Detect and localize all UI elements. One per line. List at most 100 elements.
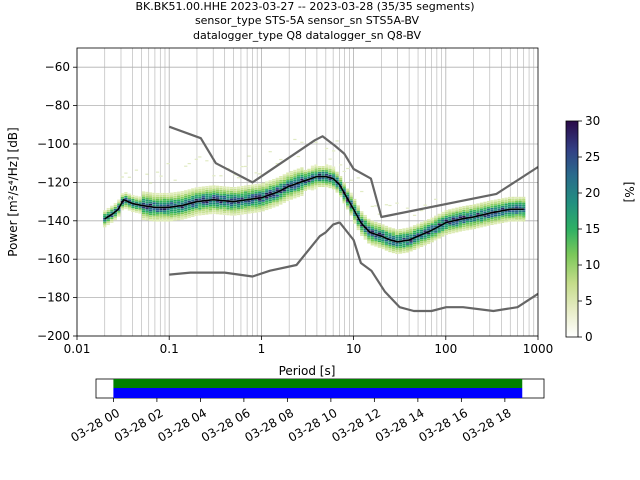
heatmap-cell (110, 205, 114, 208)
heatmap-cell (198, 213, 202, 216)
heatmap-cell (346, 201, 350, 204)
heatmap-cell (296, 172, 301, 175)
heatmap-cell (296, 183, 301, 186)
heatmap-cell (233, 198, 237, 201)
heatmap-cell (342, 197, 346, 200)
heatmap-cell (472, 221, 477, 224)
heatmap-cell (184, 195, 188, 198)
heatmap-cell (360, 234, 364, 236)
heatmap-cell (134, 197, 139, 200)
heatmap-cell (124, 197, 128, 200)
heatmap-cell (250, 194, 255, 196)
heatmap-cell (120, 204, 124, 207)
heatmap-cell (363, 220, 367, 223)
heatmap-cell (212, 189, 216, 191)
heatmap-cell (405, 245, 410, 247)
heatmap-cell (215, 201, 220, 203)
heatmap-cell (275, 200, 279, 203)
colorbar-label: [%] (622, 182, 636, 203)
heatmap-cell (265, 198, 269, 201)
heatmap-cell (490, 223, 494, 225)
heatmap-cell (427, 240, 431, 242)
heatmap-cell (441, 227, 445, 229)
heatmap-cell (469, 210, 473, 213)
heatmap-cell (342, 188, 346, 190)
heatmap-cell (331, 179, 336, 182)
heatmap-cell (374, 221, 378, 224)
heatmap-cell (124, 195, 128, 198)
heatmap-cell (191, 215, 195, 217)
heatmap-cell (391, 251, 396, 254)
heatmap-cell (307, 186, 311, 188)
heatmap-cell (423, 230, 427, 232)
y-axis: −200−180−160−140−120−100−80−60 (37, 60, 77, 343)
heatmap-cell (120, 195, 124, 197)
heatmap-cell (437, 213, 441, 216)
heatmap-cell (247, 188, 251, 191)
heatmap-cell (177, 212, 181, 215)
heatmap-cell (134, 169, 139, 171)
heatmap-cell (205, 205, 209, 207)
heatmap-cell (205, 203, 209, 206)
heatmap-cell (398, 251, 403, 254)
heatmap-cell (402, 241, 406, 244)
heatmap-cell (145, 216, 149, 219)
heatmap-cell (103, 216, 107, 218)
heatmap-cell (138, 202, 142, 204)
heatmap-cell (314, 183, 318, 186)
heatmap-cell (279, 193, 283, 196)
heatmap-cell (212, 208, 216, 211)
heatmap-cell (296, 178, 301, 180)
heatmap-cell (409, 228, 413, 231)
heatmap-cell (486, 202, 491, 205)
heatmap-cell (430, 225, 434, 227)
heatmap-cell (236, 203, 241, 206)
heatmap-cell (504, 197, 508, 200)
heatmap-cell (303, 171, 308, 174)
heatmap-cell (479, 204, 484, 207)
heatmap-cell (289, 190, 293, 192)
heatmap-cell (342, 182, 346, 185)
heatmap-cell (356, 228, 360, 231)
heatmap-cell (134, 201, 139, 204)
heatmap-cell (476, 224, 480, 227)
heatmap-cell (314, 141, 318, 143)
heatmap-cell (250, 211, 255, 214)
heatmap-cell (462, 211, 466, 214)
heatmap-cell (152, 200, 156, 203)
heatmap-cell (201, 211, 205, 214)
heatmap-cell (328, 167, 332, 169)
heatmap-cell (483, 205, 487, 208)
heatmap-cell (279, 199, 283, 201)
heatmap-cell (205, 210, 209, 213)
x-tick-label: 0.1 (160, 342, 179, 356)
heatmap-cell (286, 174, 290, 177)
heatmap-cell (289, 196, 293, 198)
heatmap-cell (381, 247, 385, 250)
heatmap-cell (409, 242, 413, 244)
heatmap-cell (279, 179, 283, 182)
heatmap-cell (451, 225, 455, 228)
heatmap-cell (391, 247, 396, 250)
heatmap-cell (448, 215, 452, 217)
heatmap-cell (254, 201, 258, 204)
heatmap-cell (170, 202, 174, 204)
heatmap-cell (434, 223, 438, 226)
heatmap-cell (170, 217, 174, 220)
heatmap-cell (205, 193, 209, 196)
heatmap-cell (409, 234, 413, 237)
heatmap-cell (508, 210, 512, 213)
heatmap-cell (152, 204, 156, 207)
heatmap-cell (191, 192, 195, 194)
heatmap-cell (356, 205, 360, 208)
heatmap-cell (155, 171, 160, 173)
y-tick-label: −100 (37, 137, 70, 151)
heatmap-cell (243, 195, 248, 197)
heatmap-cell (145, 203, 149, 206)
heatmap-cell (170, 215, 174, 218)
colorbar-tick-label: 25 (585, 150, 600, 164)
heatmap-cell (384, 246, 389, 249)
heatmap-cell (293, 192, 297, 195)
heatmap-cell (286, 193, 290, 196)
heatmap-cell (349, 179, 353, 181)
